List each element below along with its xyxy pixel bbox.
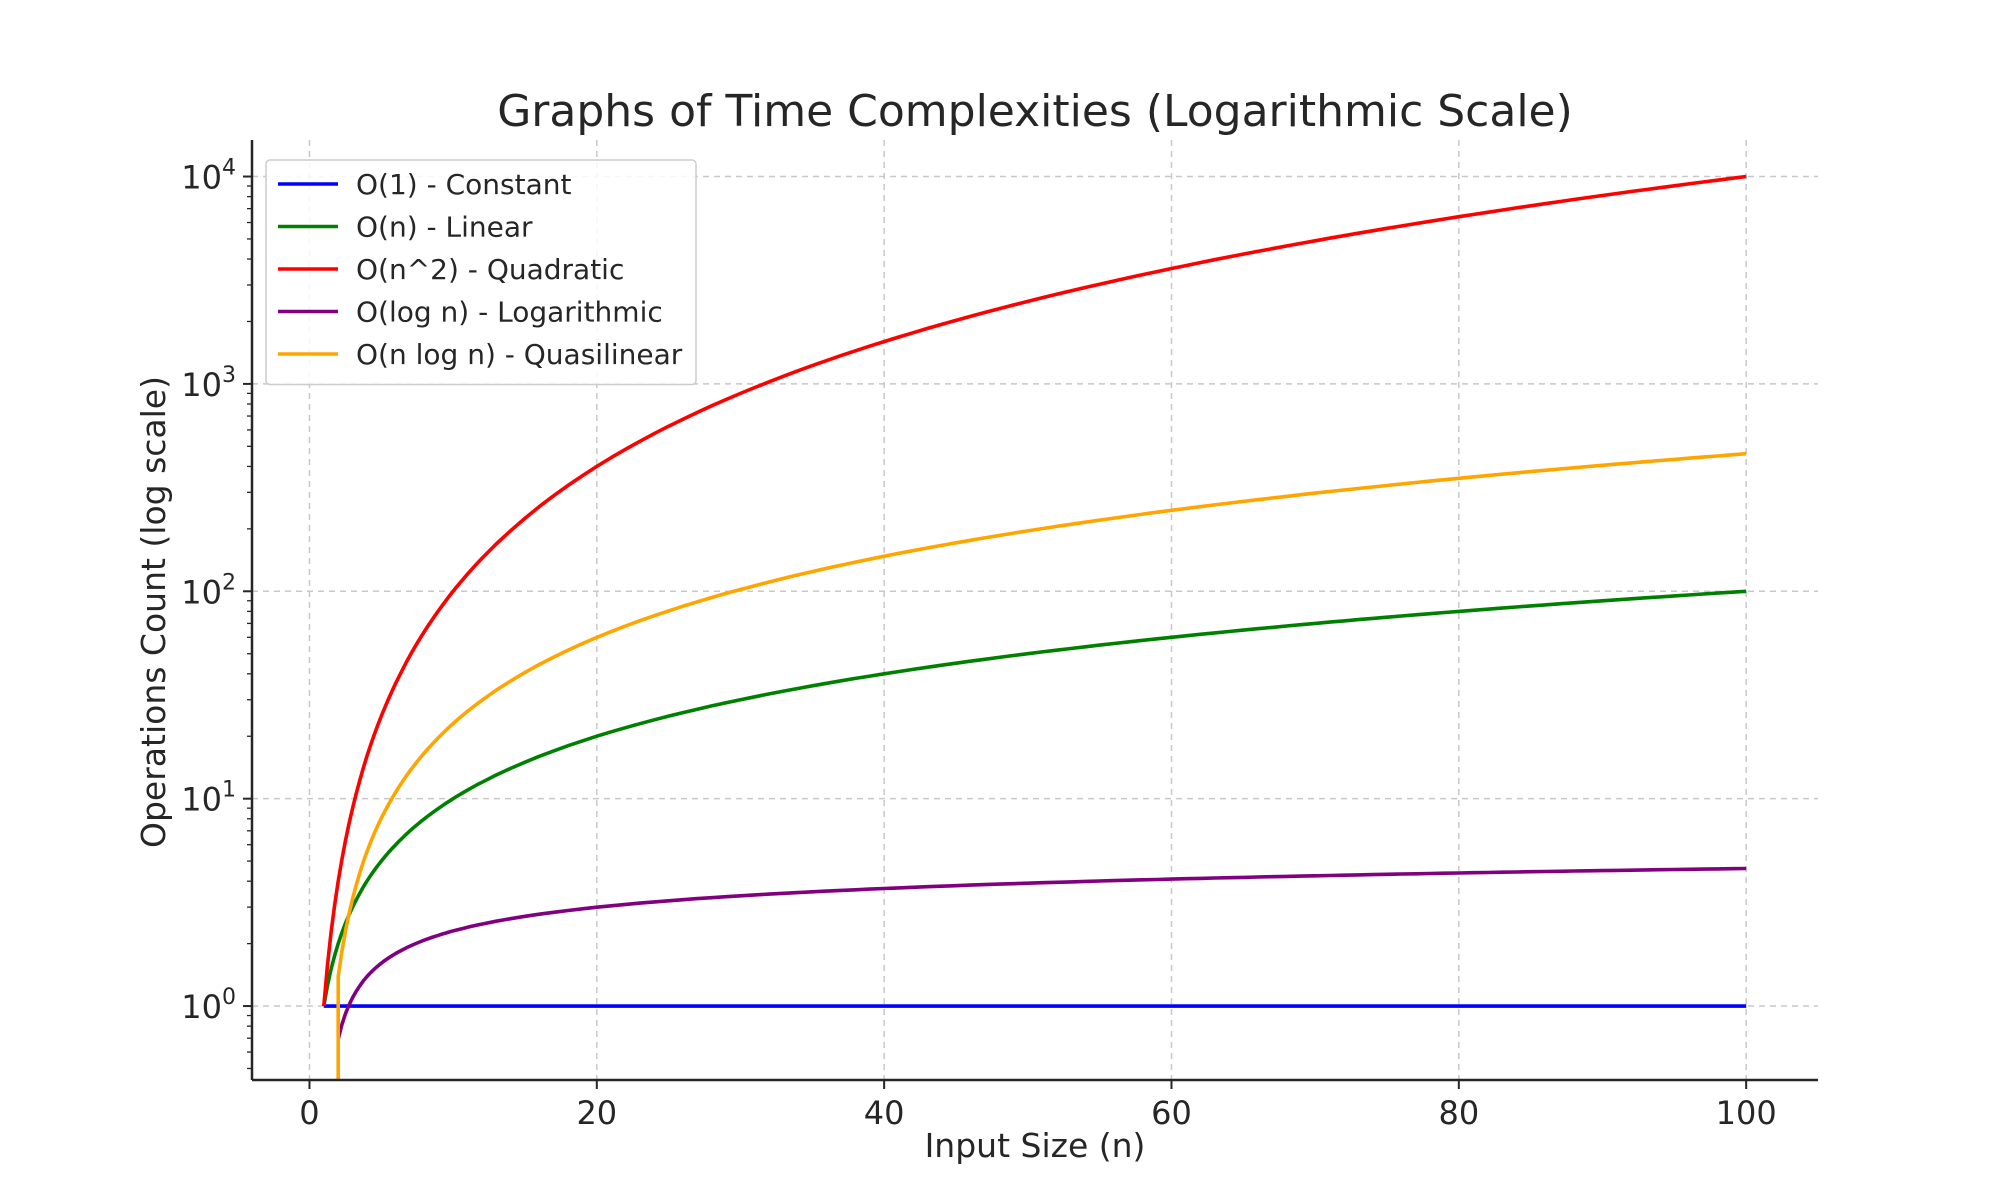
x-tick-label: 80 [1438, 1094, 1479, 1132]
ticks: 0 20 40 60 80 100 100 101 102 103 104 [181, 156, 1776, 1132]
x-tick-label: 40 [864, 1094, 905, 1132]
y-tick-label: 101 [181, 778, 236, 819]
legend-label: O(n^2) - Quadratic [356, 253, 624, 286]
y-tick-label: 102 [181, 570, 236, 611]
legend-label: O(n) - Linear [356, 211, 533, 244]
legend-label: O(1) - Constant [356, 168, 572, 201]
axes [250, 140, 1818, 1082]
legend-label: O(log n) - Logarithmic [356, 296, 663, 329]
series-line [322, 589, 1747, 1007]
x-tick-label: 20 [576, 1094, 617, 1132]
x-tick-label: 60 [1151, 1094, 1192, 1132]
legend-box [265, 159, 697, 386]
series-line [322, 174, 1747, 1007]
x-axis-label: Input Size (n) [925, 1126, 1146, 1165]
y-axis-label: Operations Count (log scale) [134, 376, 173, 848]
x-tick-label: 0 [299, 1094, 319, 1132]
series-line [336, 451, 1747, 1080]
y-tick-label: 103 [181, 363, 236, 404]
y-tick-label: 100 [181, 985, 236, 1026]
series-line [336, 866, 1747, 1040]
chart-title: Graphs of Time Complexities (Logarithmic… [497, 86, 1573, 137]
legend-label: O(n log n) - Quasilinear [356, 338, 683, 371]
y-tick-label: 104 [181, 156, 236, 197]
x-tick-label: 100 [1716, 1094, 1777, 1132]
legend: O(1) - Constant O(n) - Linear O(n^2) - Qua… [265, 159, 697, 386]
series-layer [322, 174, 1747, 1080]
